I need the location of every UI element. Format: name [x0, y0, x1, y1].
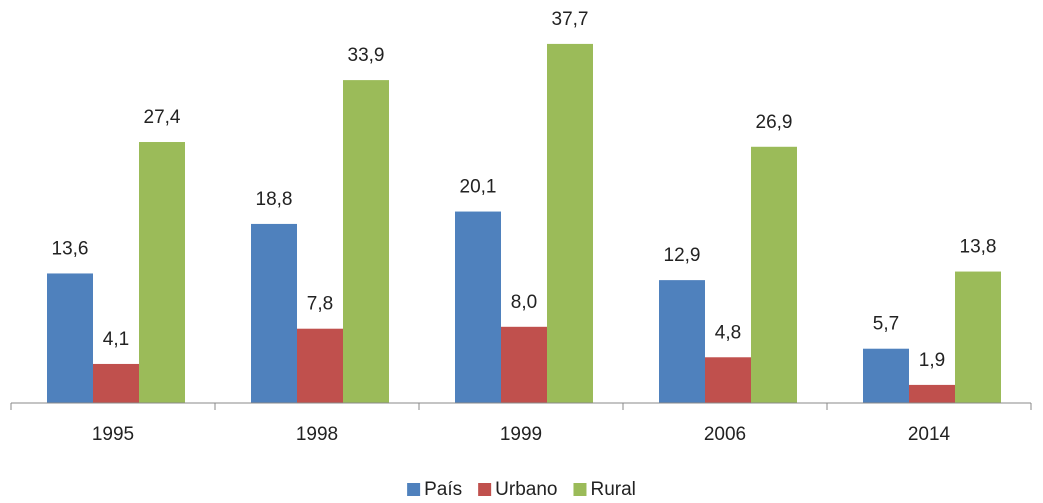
bar: [751, 146, 797, 403]
value-label: 4,8: [715, 322, 741, 343]
legend-label: País: [424, 479, 462, 500]
bar: [547, 43, 593, 403]
legend-label: Rural: [590, 479, 635, 500]
bar: [251, 223, 297, 403]
value-label: 4,1: [103, 329, 129, 350]
value-label: 20,1: [460, 177, 497, 198]
bar: [93, 363, 139, 403]
bar: [659, 280, 705, 403]
value-label: 27,4: [144, 107, 181, 128]
legend-swatch: [573, 483, 587, 496]
bar: [47, 273, 93, 403]
x-tick-label: 1995: [92, 424, 134, 445]
bar: [909, 384, 955, 403]
bar: [455, 211, 501, 403]
x-tick-label: 2006: [704, 424, 746, 445]
value-label: 37,7: [552, 9, 589, 30]
value-label: 13,8: [960, 237, 997, 258]
bar: [501, 326, 547, 403]
bar: [139, 142, 185, 403]
legend-label: Urbano: [495, 479, 557, 500]
legend-swatch: [478, 483, 492, 496]
bar: [955, 271, 1001, 403]
x-tick-label: 1998: [296, 424, 338, 445]
value-label: 12,9: [664, 245, 701, 266]
value-label: 5,7: [873, 314, 899, 335]
value-label: 33,9: [348, 45, 385, 66]
value-label: 1,9: [919, 350, 945, 371]
x-tick-label: 1999: [500, 424, 542, 445]
value-label: 8,0: [511, 292, 537, 313]
x-tick-label: 2014: [908, 424, 951, 445]
value-label: 7,8: [307, 294, 333, 315]
value-label: 18,8: [256, 189, 293, 210]
bar: [343, 80, 389, 403]
value-label: 26,9: [756, 112, 793, 133]
bar: [297, 328, 343, 403]
bar: [863, 348, 909, 403]
bar: [705, 357, 751, 403]
value-label: 13,6: [52, 238, 89, 259]
legend-swatch: [407, 483, 421, 496]
